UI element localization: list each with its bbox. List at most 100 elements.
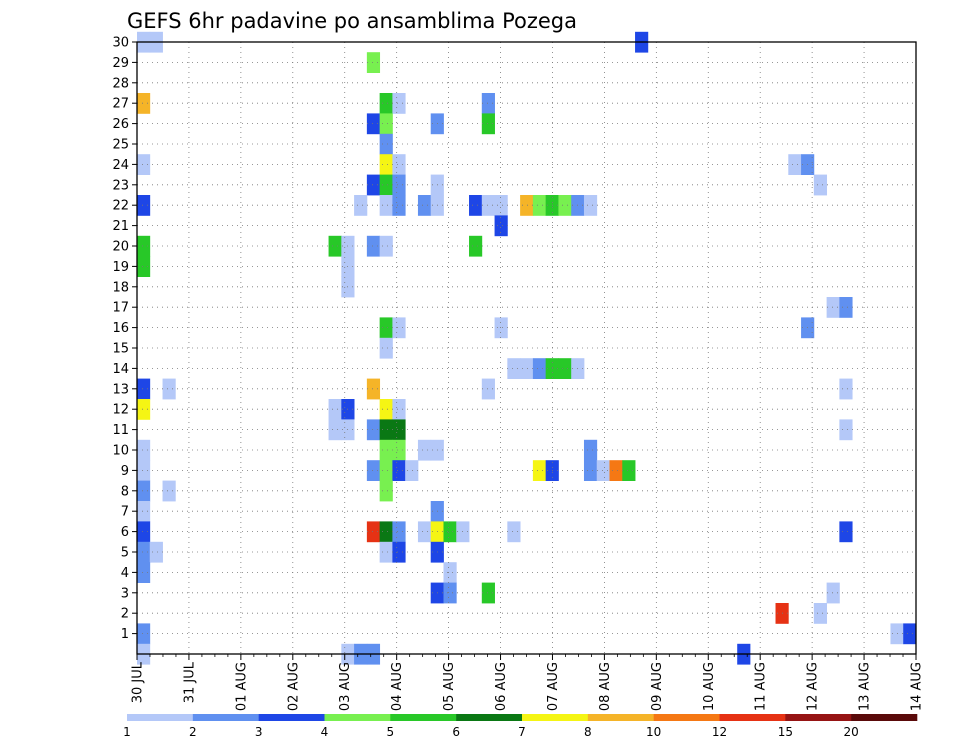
y-tick-label: 26 (112, 117, 129, 132)
data-cell (405, 460, 419, 481)
colorbar-label: 6 (452, 725, 460, 739)
data-cell (558, 195, 572, 216)
x-tick-label: 31 JUL (182, 661, 197, 703)
colorbar-swatch (127, 714, 194, 721)
data-cell (137, 439, 151, 461)
y-tick-label: 11 (112, 423, 129, 438)
x-tick-label: 10 AUG (702, 662, 717, 711)
x-tick-label: 04 AUG (390, 662, 405, 711)
data-cell (469, 195, 483, 216)
y-tick-label: 30 (112, 36, 129, 51)
data-cell (379, 154, 393, 175)
data-cell (137, 460, 151, 481)
x-tick-label: 07 AUG (546, 662, 561, 711)
y-tick-label: 10 (112, 444, 129, 459)
colorbar-label: 2 (189, 725, 197, 739)
y-tick-label: 24 (112, 158, 129, 173)
data-cell (328, 399, 342, 420)
data-cell (392, 399, 406, 420)
x-tick-label: 03 AUG (338, 662, 353, 711)
data-cell (137, 623, 151, 645)
data-cell (392, 317, 406, 339)
data-cell (379, 541, 393, 563)
y-tick-label: 8 (121, 484, 129, 499)
data-cell (903, 623, 917, 645)
data-cell (137, 521, 151, 543)
colorbar-swatch (653, 714, 720, 721)
x-axis: 30 JUL 31 JUL 01 AUG 02 AUG 03 AUG 04 AUG 05 A… (131, 654, 925, 711)
y-tick-label: 19 (112, 260, 129, 275)
data-cell (392, 174, 406, 196)
data-cell (839, 297, 853, 318)
colorbar-label: 1 (123, 725, 131, 739)
data-cell (379, 93, 393, 114)
y-tick-label: 28 (112, 76, 129, 91)
colorbar-label: 12 (712, 725, 727, 739)
colorbar-swatch (192, 714, 259, 721)
data-cell (137, 562, 151, 583)
colorbar-swatch (258, 714, 325, 721)
y-tick-label: 18 (112, 280, 129, 295)
data-cell (392, 541, 406, 563)
x-tick-label: 05 AUG (442, 662, 457, 711)
data-cell (813, 174, 828, 196)
data-cell (532, 195, 547, 216)
y-tick-label: 3 (121, 586, 129, 601)
y-tick-label: 21 (112, 219, 129, 234)
data-cell (137, 235, 151, 257)
data-cell (379, 317, 393, 339)
data-cell (366, 52, 381, 73)
y-axis: 1234567891011121314151617181920212223242… (112, 36, 137, 642)
data-cell (532, 460, 547, 481)
data-cell (328, 235, 342, 257)
colorbar-label: 10 (646, 725, 661, 739)
data-cell (392, 419, 406, 441)
y-tick-label: 20 (112, 240, 129, 255)
colorbar-swatch (587, 714, 654, 721)
data-cell (392, 93, 406, 114)
data-cell (583, 460, 598, 481)
x-tick-label: 14 AUG (910, 662, 925, 711)
data-cell (149, 541, 163, 563)
data-cell (137, 256, 151, 277)
colorbar-swatch (785, 714, 852, 721)
data-cell (417, 521, 432, 543)
data-cell (392, 521, 406, 543)
data-cell (813, 603, 828, 624)
x-tick-label: 12 AUG (806, 662, 821, 711)
data-cell (162, 480, 176, 502)
y-tick-label: 9 (121, 464, 129, 479)
data-cell (392, 154, 406, 175)
data-cell (443, 521, 457, 543)
data-cell (137, 378, 151, 400)
data-cell (379, 419, 393, 441)
data-cell (839, 378, 853, 400)
data-cell (596, 460, 610, 481)
colorbar-label: 8 (584, 725, 592, 739)
data-cell (379, 460, 393, 481)
colorbar-swatch (851, 714, 918, 721)
data-cell (354, 195, 368, 216)
data-cell (137, 93, 151, 114)
data-cell (379, 337, 393, 359)
data-cell (826, 582, 840, 604)
chart-title: GEFS 6hr padavine po ansamblima Pozega (127, 9, 577, 33)
x-tick-label: 11 AUG (754, 662, 769, 711)
data-cell (469, 235, 483, 257)
data-cell (494, 317, 508, 339)
y-tick-label: 13 (112, 382, 129, 397)
data-cell (839, 521, 853, 543)
data-cell (137, 541, 151, 563)
colorbar: 1 2 3 4 5 6 7 8 10 12 15 20 (123, 714, 918, 739)
y-tick-label: 7 (121, 505, 129, 520)
x-tick-label: 08 AUG (598, 662, 613, 711)
y-tick-label: 6 (121, 525, 129, 540)
data-cell (379, 133, 393, 155)
data-cell (137, 480, 151, 502)
data-cell (494, 195, 508, 216)
data-cell (609, 460, 623, 481)
data-cell (379, 480, 393, 502)
x-tick-label: 13 AUG (858, 662, 873, 711)
colorbar-label: 4 (321, 725, 329, 739)
colorbar-swatch (456, 714, 523, 721)
